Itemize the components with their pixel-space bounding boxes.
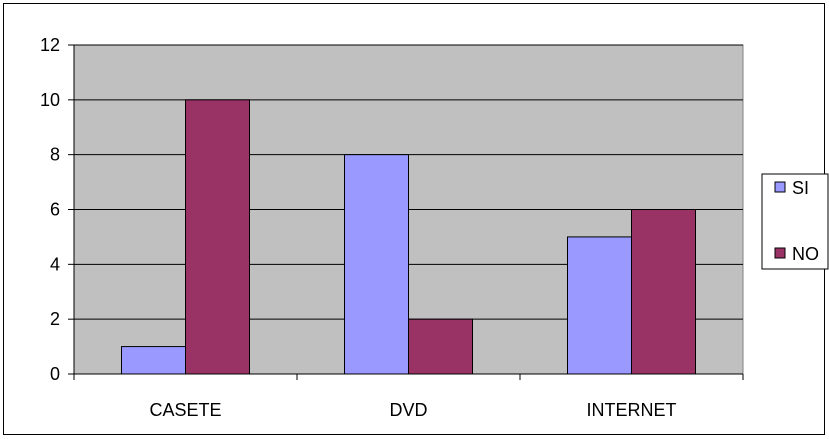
y-tick-label: 4: [50, 254, 60, 274]
axes: [68, 44, 744, 380]
x-tick-label: CASETE: [149, 400, 221, 420]
legend-box: [761, 173, 829, 270]
bar-no-dvd: [408, 318, 473, 375]
legend-swatch-si: [774, 181, 786, 193]
bar-no-casete: [185, 99, 250, 375]
bar-si-internet: [567, 236, 632, 375]
bar-no-internet: [631, 209, 696, 375]
y-tick-label: 2: [50, 309, 60, 329]
x-tick-label: INTERNET: [587, 400, 677, 420]
x-tick-label: DVD: [389, 400, 427, 420]
tick-labels: 0 2 4 6 8 10 12 CASETE DVD INTERNET: [40, 35, 677, 420]
legend-label-no: NO: [792, 244, 819, 264]
y-tick-label: 10: [40, 90, 60, 110]
y-tick-label: 12: [40, 35, 60, 55]
bars: [121, 99, 696, 375]
y-tick-label: 0: [50, 364, 60, 384]
y-tick-label: 8: [50, 145, 60, 165]
bar-si-dvd: [344, 154, 409, 375]
legend-swatch-no: [774, 247, 786, 259]
y-tick-label: 6: [50, 200, 60, 220]
bar-si-casete: [121, 346, 186, 375]
legend: SI NO: [761, 173, 829, 270]
legend-label-si: SI: [792, 178, 809, 198]
